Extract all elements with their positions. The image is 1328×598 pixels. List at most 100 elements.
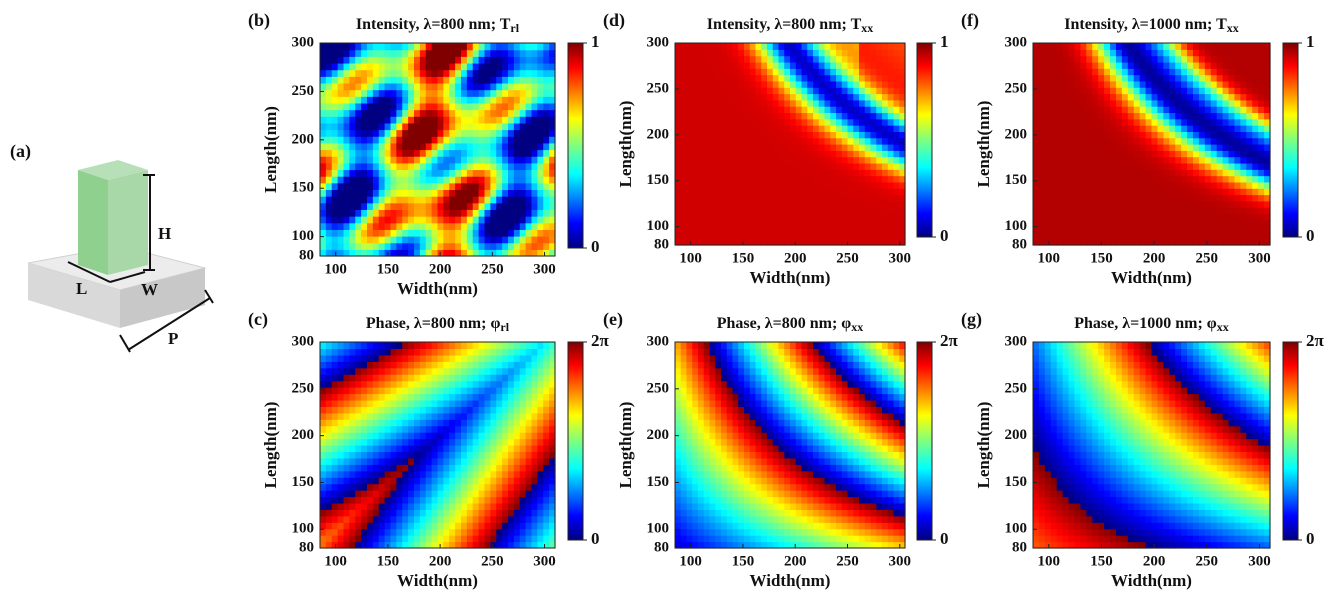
heat-cell — [361, 63, 367, 70]
heat-cell — [426, 458, 432, 465]
heat-cell — [496, 400, 502, 407]
heat-cell — [853, 220, 859, 227]
heat-cell — [438, 103, 444, 110]
heat-cell — [361, 143, 367, 150]
heat-cell — [1175, 131, 1182, 138]
heat-cell — [888, 163, 894, 170]
heat-cell — [344, 136, 350, 143]
heat-cell — [715, 157, 721, 164]
heat-cell — [1110, 226, 1117, 233]
heat-cell — [461, 426, 467, 433]
heat-cell — [379, 355, 385, 362]
heat-cell — [496, 209, 502, 216]
heat-cell — [326, 432, 332, 439]
heat-cell — [825, 169, 831, 176]
heat-cell — [876, 157, 882, 164]
heat-cell — [414, 156, 420, 163]
heat-cell — [396, 387, 402, 394]
heat-cell — [338, 136, 344, 143]
heat-cell — [1205, 163, 1212, 170]
heat-cell — [361, 136, 367, 143]
heat-cell — [320, 503, 326, 510]
heat-cell — [1116, 176, 1123, 183]
heat-cell — [1074, 176, 1081, 183]
heat-cell — [842, 131, 848, 138]
heat-cell — [836, 176, 842, 183]
heat-cell — [490, 116, 496, 123]
heat-cell — [326, 355, 332, 362]
heat-cell — [681, 157, 687, 164]
heat-cell — [859, 213, 865, 220]
heat-cell — [1246, 75, 1253, 82]
heat-cell — [443, 439, 449, 446]
heat-cell — [485, 163, 491, 170]
heat-cell — [1229, 62, 1236, 69]
heat-cell — [455, 143, 461, 150]
heat-cell — [355, 522, 361, 529]
heat-cell — [1246, 220, 1253, 227]
heat-cell — [385, 342, 391, 349]
heat-cell — [1122, 68, 1129, 75]
heat-cell — [790, 144, 796, 151]
heat-cell — [848, 119, 854, 126]
heat-cell — [1039, 150, 1046, 157]
heat-cell — [1246, 87, 1253, 94]
heat-cell — [355, 176, 361, 183]
heat-cell — [502, 156, 508, 163]
heat-cell — [1246, 150, 1253, 157]
heat-cell — [819, 220, 825, 227]
heat-cell — [1193, 62, 1200, 69]
heat-cell — [761, 81, 767, 88]
heat-cell — [1146, 94, 1153, 101]
heat-cell — [379, 209, 385, 216]
heat-cell — [467, 209, 473, 216]
x-tick-label: 250 — [1196, 250, 1219, 266]
heat-cell — [1092, 157, 1099, 164]
heat-cell — [537, 209, 543, 216]
heat-cell — [1152, 125, 1159, 132]
heat-cell — [349, 471, 355, 478]
heat-cell — [485, 374, 491, 381]
heat-cell — [1240, 87, 1247, 94]
heat-cell — [727, 207, 733, 214]
heat-cell — [853, 201, 859, 208]
heat-cell — [532, 56, 538, 63]
heat-cell — [1116, 62, 1123, 69]
heat-cell — [514, 229, 520, 236]
heat-cell — [485, 150, 491, 157]
heat-cell — [326, 43, 332, 50]
heat-cell — [784, 112, 790, 119]
panel-label: (a) — [10, 141, 31, 162]
heat-cell — [408, 413, 414, 420]
heat-cell — [710, 176, 716, 183]
heat-cell — [1080, 144, 1087, 151]
heat-cell — [361, 426, 367, 433]
heat-cell — [1104, 226, 1111, 233]
heat-cell — [1033, 119, 1040, 126]
heat-cell — [414, 361, 420, 368]
heat-cell — [704, 169, 710, 176]
heat-cell — [496, 503, 502, 510]
heat-cell — [426, 150, 432, 157]
heat-cell — [1057, 75, 1064, 82]
heat-cell — [438, 90, 444, 97]
heat-cell — [727, 75, 733, 82]
heat-cell — [461, 471, 467, 478]
heat-cell — [1175, 150, 1182, 157]
heat-cell — [355, 400, 361, 407]
heat-cell — [473, 477, 479, 484]
heat-cell — [396, 150, 402, 157]
heat-cell — [1080, 220, 1087, 227]
heat-cell — [485, 535, 491, 542]
heat-cell — [853, 144, 859, 151]
heat-cell — [485, 348, 491, 355]
heat-cell — [344, 535, 350, 542]
heat-cell — [332, 368, 338, 375]
heat-cell — [1246, 232, 1253, 239]
heat-cell — [848, 182, 854, 189]
heat-cell — [379, 189, 385, 196]
heat-cell — [391, 368, 397, 375]
heat-cell — [727, 150, 733, 157]
heat-cell — [761, 207, 767, 214]
heat-cell — [681, 195, 687, 202]
